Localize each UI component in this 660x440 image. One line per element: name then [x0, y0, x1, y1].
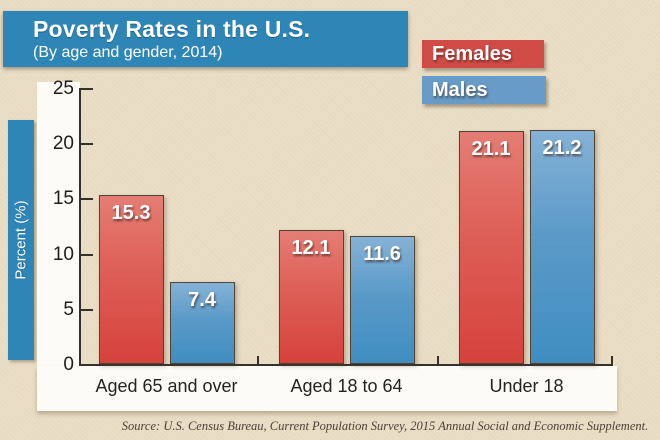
- bar-value-label: 11.6: [363, 242, 401, 265]
- category-label: Aged 65 and over: [95, 376, 238, 396]
- bar-females-3: 21.1: [458, 131, 524, 364]
- bar-value-label: 21.2: [542, 136, 582, 159]
- category-label: Under 18: [489, 376, 564, 396]
- bar-value-label: 7.4: [188, 289, 216, 312]
- bar-females-1: 15.3: [98, 195, 164, 364]
- y-axis-title-banner: Percent (%): [8, 120, 34, 360]
- y-axis-tick: [79, 88, 93, 90]
- page-subtitle: (By age and gender, 2014): [33, 44, 223, 61]
- x-axis-line: [79, 364, 613, 366]
- y-axis-tick-label: 20: [52, 133, 74, 155]
- y-axis-tick-label: 15: [52, 188, 74, 210]
- y-axis-tick: [79, 308, 93, 311]
- bar-males-2: 11.6: [349, 235, 415, 364]
- y-axis-line: [79, 88, 81, 366]
- y-axis-tick: [79, 198, 93, 201]
- legend-label-males: Males: [432, 79, 488, 101]
- y-axis-tick: [79, 143, 93, 146]
- x-axis-label-strip: [37, 366, 617, 411]
- title-banner: Poverty Rates in the U.S. (By age and ge…: [3, 11, 408, 67]
- bar-value-label: 12.1: [291, 237, 331, 260]
- source-citation: Source: U.S. Census Bureau, Current Popu…: [121, 419, 649, 433]
- legend-item-females: Females: [422, 40, 544, 68]
- legend-label-females: Females: [432, 43, 513, 65]
- bar-males-1: 7.4: [169, 282, 235, 364]
- bar-males-3: 21.2: [529, 129, 595, 364]
- x-axis-tick: [437, 356, 439, 364]
- y-axis-tick: [79, 253, 93, 256]
- y-axis-title: Percent (%): [12, 200, 30, 280]
- bar-value-label: 15.3: [111, 202, 151, 225]
- y-axis-label-strip: [37, 82, 80, 411]
- y-axis-tick-label: 0: [63, 354, 74, 375]
- page-title: Poverty Rates in the U.S.: [33, 16, 311, 42]
- bar-females-2: 12.1: [278, 230, 344, 364]
- category-label: Aged 18 to 64: [290, 376, 403, 396]
- bar-value-label: 21.1: [471, 138, 511, 161]
- legend-item-males: Males: [422, 76, 546, 104]
- y-axis-tick-label: 10: [52, 243, 74, 265]
- x-axis-tick: [611, 356, 613, 364]
- x-axis-tick: [257, 356, 259, 364]
- y-axis-tick-label: 25: [52, 78, 74, 99]
- y-axis-tick-label: 5: [63, 298, 74, 320]
